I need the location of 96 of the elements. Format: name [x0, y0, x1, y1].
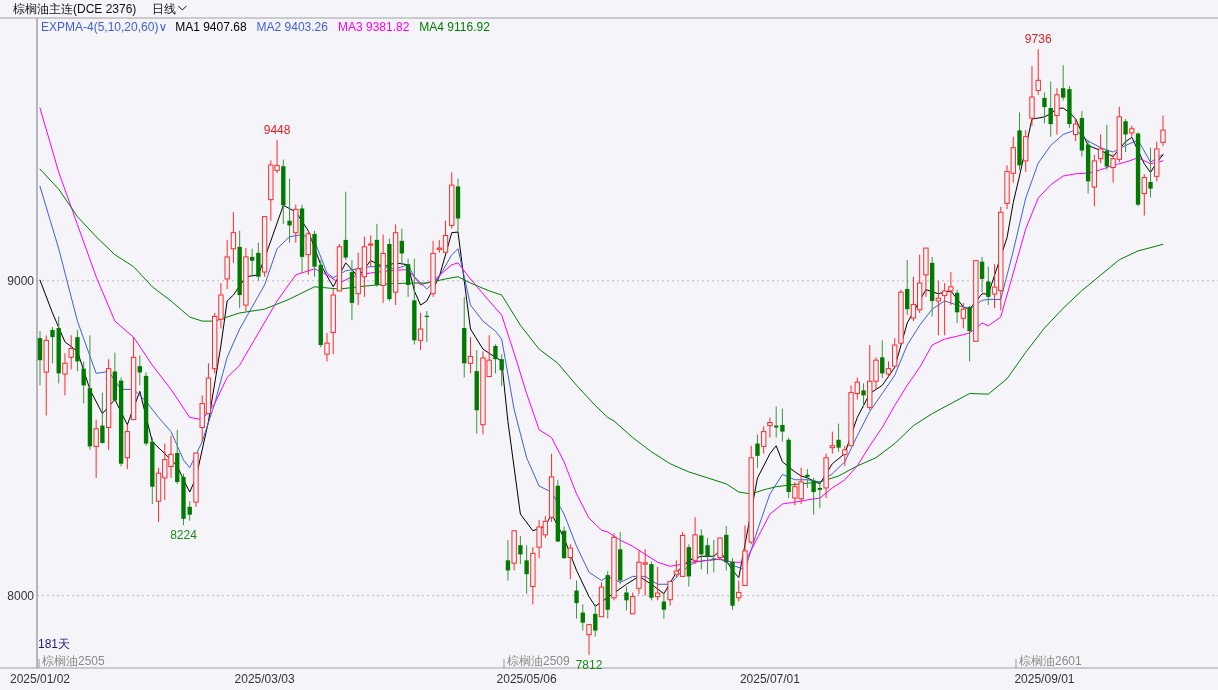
annotation: 9448 — [263, 122, 291, 137]
chart-title: 棕榈油主连(DCE 2376) — [13, 2, 137, 16]
candlestick — [1060, 64, 1066, 101]
x-tick-label: 2025/05/06 — [496, 672, 557, 686]
annotation: 181天 — [38, 637, 71, 651]
candlestick — [624, 585, 629, 611]
text: MA4 9116.92 — [419, 20, 491, 34]
candlestick — [711, 539, 716, 573]
x-tick-label: 2025/09/01 — [1014, 672, 1075, 686]
annotation: 8224 — [170, 528, 198, 543]
annotation: 7812 — [575, 657, 603, 672]
candlestick — [1042, 92, 1047, 124]
candlestick — [667, 580, 673, 607]
candlestick — [37, 330, 43, 386]
candlestick — [81, 360, 86, 405]
candlestick — [805, 468, 810, 489]
candlestick — [1104, 124, 1110, 171]
candlestick — [1035, 48, 1041, 96]
candlestick — [287, 178, 292, 244]
text: MA2 9403.26 — [256, 20, 329, 34]
candlestick — [193, 452, 199, 508]
candlestick — [580, 603, 585, 632]
candlestick — [574, 579, 579, 620]
annotation: 9736 — [1024, 32, 1052, 47]
candlestick — [68, 334, 74, 370]
candlestick — [130, 336, 137, 421]
candlestick — [467, 336, 474, 374]
candlestick — [880, 339, 885, 379]
candlestick — [1048, 81, 1053, 138]
y-tick-label: 9000 — [7, 273, 35, 288]
candlestick — [493, 343, 498, 374]
candlestick — [343, 191, 348, 261]
candlestick — [973, 260, 979, 342]
candlestick — [530, 546, 536, 605]
candlestick — [836, 423, 841, 453]
candlestick — [861, 382, 866, 408]
text: MA3 9381.82 — [337, 20, 410, 34]
candlestick — [774, 405, 779, 439]
candlestick — [249, 248, 255, 278]
candlestick — [823, 453, 829, 499]
candlestick — [230, 211, 237, 264]
candlestick — [524, 544, 529, 595]
candlestick — [224, 239, 230, 290]
candlestick — [829, 431, 836, 455]
candlestick — [736, 579, 742, 603]
candlestick — [780, 408, 785, 443]
candlestick — [1160, 115, 1166, 147]
candlestick — [960, 302, 967, 329]
candlestick — [630, 591, 636, 615]
candlestick — [1148, 147, 1153, 198]
chart-subtitle: 日线 — [152, 2, 177, 16]
x-tick-label: 2025/01/02 — [9, 672, 71, 686]
candlestick — [243, 247, 249, 312]
candlestick — [755, 433, 760, 469]
candlestick — [62, 352, 68, 396]
candlestick — [692, 516, 698, 565]
candlestick — [43, 334, 49, 417]
candlestick — [417, 312, 424, 351]
candlestick — [499, 353, 504, 387]
candlestick — [50, 326, 55, 364]
candlestick — [905, 259, 910, 316]
candlestick — [1123, 118, 1128, 153]
candlestick — [1097, 133, 1104, 164]
candlestick — [986, 266, 991, 306]
candlestick — [505, 539, 511, 581]
candlestick — [105, 358, 112, 451]
candlestick — [1141, 173, 1147, 217]
candlestick — [324, 332, 330, 362]
candlestick — [187, 500, 192, 522]
candlestick — [898, 289, 904, 344]
candlestick — [593, 603, 598, 638]
annotation: 棕榈油2601 — [1019, 654, 1083, 668]
legend-title: EXPMA-4(5,10,20,60)∨ — [41, 20, 168, 34]
candlestick — [923, 247, 929, 298]
candlestick — [935, 280, 942, 336]
candlestick — [1054, 87, 1060, 135]
candlestick — [761, 425, 767, 455]
candlestick — [742, 524, 748, 587]
candlestick — [449, 171, 455, 230]
x-tick-label: 2025/03/03 — [234, 672, 295, 686]
candlestick — [100, 392, 105, 445]
candlestick — [430, 240, 436, 298]
candlestick — [767, 416, 773, 439]
candlestick — [256, 242, 261, 282]
candlestick — [518, 535, 523, 565]
candlestick — [611, 532, 617, 601]
annotation: 棕榈油2509 — [507, 654, 571, 668]
text: MA1 9407.68 — [175, 20, 247, 34]
annotation: 棕榈油2505 — [42, 654, 106, 668]
x-tick-label: 2025/07/01 — [739, 672, 801, 686]
candlestick — [392, 223, 399, 306]
candlestick — [1029, 65, 1035, 127]
candlestick — [717, 537, 723, 561]
candlestick — [380, 234, 386, 304]
candlestick — [405, 258, 411, 298]
y-tick-label: 8000 — [7, 588, 35, 603]
